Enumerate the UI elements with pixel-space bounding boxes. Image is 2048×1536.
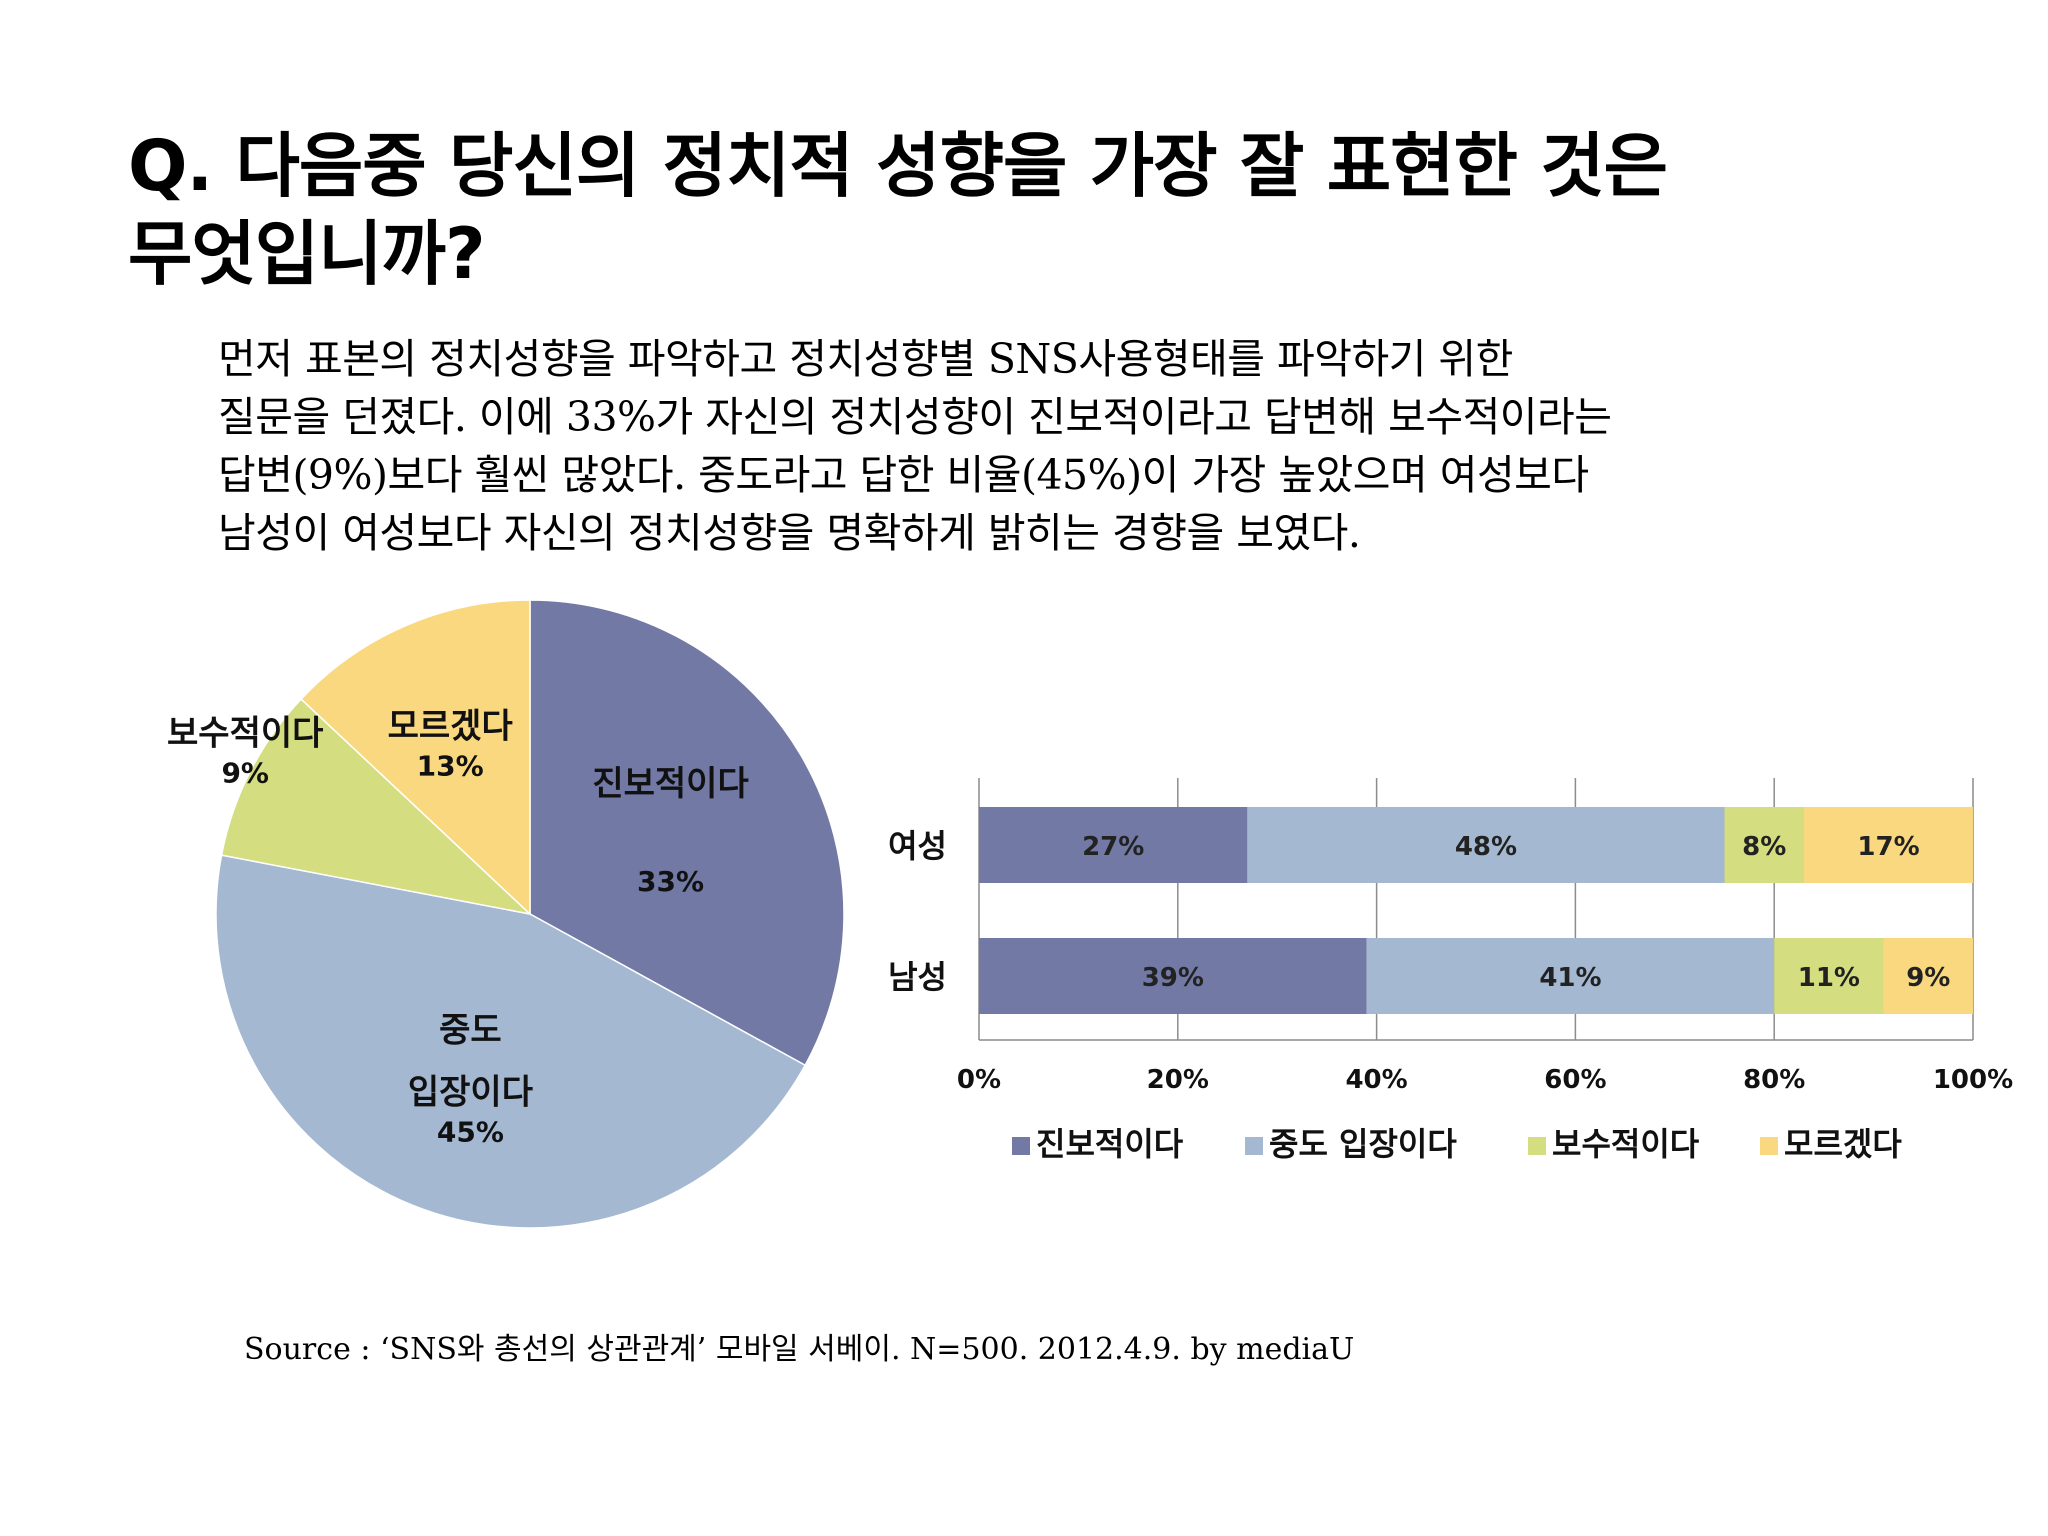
bar-data-label: 41%	[1539, 963, 1601, 993]
x-tick-label: 60%	[1544, 1065, 1606, 1095]
bar-data-label: 17%	[1857, 832, 1919, 862]
bar-segment	[1804, 807, 1973, 883]
category-label: 여성	[888, 827, 947, 865]
stacked-bar-chart: 0% 20% 40% 60% 80% 100% 여성 27% 48% 8% 17% 남성 39% 41% 1…	[888, 778, 2013, 1163]
pie-value-label: 13%	[417, 750, 484, 783]
pie-slice	[215, 854, 807, 1229]
pie-slice-label: 중도	[439, 1010, 502, 1050]
bar-data-label: 48%	[1455, 832, 1517, 862]
legend-label: 보수적이다	[1552, 1125, 1700, 1163]
slide-title: Q. 다음중 당신의 정치적 성향을 가장 잘 표현한 것은 무엇입니까?	[128, 125, 1668, 295]
bar-segment	[1883, 938, 1973, 1014]
bar-data-label: 8%	[1742, 832, 1786, 862]
bar-data-label: 27%	[1082, 832, 1144, 862]
pie-slice-label: 진보적이다	[592, 764, 748, 804]
pie-slice-label: 보수적이다	[167, 713, 323, 753]
pie-value-label: 45%	[437, 1115, 504, 1148]
slide-body-text: 먼저 표본의 정치성향을 파악하고 정치성향별 SNS사용형태를 파악하기 위한…	[218, 335, 1612, 557]
legend-swatch	[1760, 1137, 1778, 1155]
category-label: 남성	[888, 958, 947, 996]
bar-segment	[1724, 807, 1805, 883]
x-tick-label: 0%	[957, 1065, 1001, 1095]
legend-swatch	[1245, 1137, 1263, 1155]
legend-swatch	[1528, 1137, 1546, 1155]
legend-swatch	[1012, 1137, 1030, 1155]
pie-value-label: 9%	[221, 756, 269, 789]
bar-segment	[1366, 938, 1775, 1014]
pie-slice	[220, 697, 533, 916]
pie-slice-label: 입장이다	[408, 1072, 533, 1112]
pie-value-label: 33%	[637, 865, 704, 898]
pie-slice-label: 모르겠다	[388, 707, 513, 747]
bar-segment	[979, 938, 1367, 1014]
pie-slice	[300, 599, 531, 916]
legend-label: 진보적이다	[1036, 1125, 1184, 1163]
bar-data-label: 39%	[1142, 963, 1204, 993]
bar-segment	[1774, 938, 1884, 1014]
source-note: Source : ‘SNS와 총선의 상관관계’ 모바일 서베이. N=500.…	[244, 1332, 1355, 1367]
bar-segment	[979, 807, 1248, 883]
x-tick-label: 100%	[1933, 1065, 2013, 1095]
legend-label: 모르겠다	[1784, 1125, 1902, 1163]
x-tick-label: 80%	[1743, 1065, 1805, 1095]
bar-data-label: 11%	[1798, 963, 1860, 993]
bar-segment	[1247, 807, 1725, 883]
x-tick-label: 40%	[1345, 1065, 1407, 1095]
pie-slice	[529, 599, 845, 1067]
x-tick-label: 20%	[1147, 1065, 1209, 1095]
bar-data-label: 9%	[1906, 963, 1950, 993]
legend-label: 중도 입장이다	[1269, 1125, 1457, 1163]
